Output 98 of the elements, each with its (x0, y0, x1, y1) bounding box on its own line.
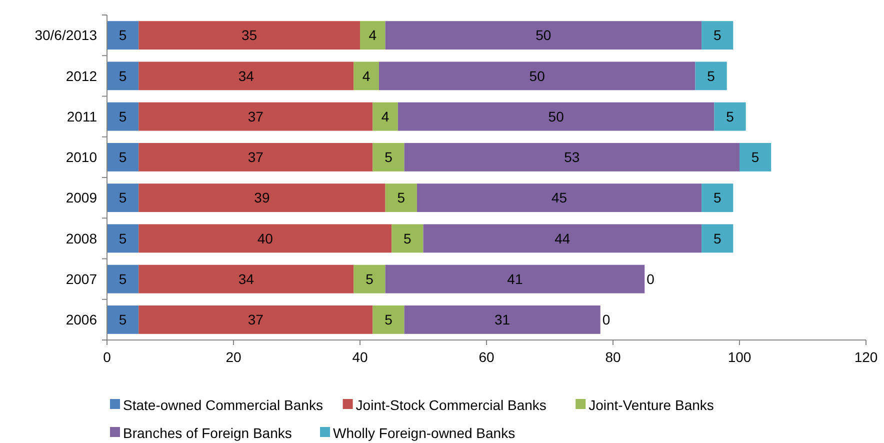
bar (398, 102, 714, 131)
bar (138, 102, 373, 131)
bar (372, 305, 404, 334)
bar (372, 142, 404, 172)
data-label: 50 (548, 108, 564, 124)
data-label: 39 (254, 190, 270, 206)
bar (107, 305, 139, 334)
bar (138, 184, 386, 212)
x-tick-label: 120 (854, 349, 878, 365)
bar (702, 224, 734, 253)
bar (372, 102, 398, 131)
x-tick-label: 100 (728, 349, 752, 365)
data-label: 40 (257, 230, 274, 246)
data-label: 37 (248, 312, 264, 328)
data-label: 5 (384, 312, 393, 328)
y-tick-label: 2006 (66, 312, 98, 328)
y-tick-label: 2008 (66, 230, 98, 246)
bar (385, 21, 702, 50)
bar (107, 224, 139, 253)
bar (385, 264, 645, 294)
data-label: 5 (713, 230, 722, 246)
data-label: 4 (381, 108, 390, 124)
bar (107, 62, 139, 90)
data-label: 50 (536, 27, 552, 44)
bar (702, 184, 734, 212)
data-label: 5 (118, 108, 127, 124)
data-label: 5 (118, 230, 127, 246)
legend-label: Joint-Stock Commercial Banks (356, 396, 546, 413)
data-label: 5 (118, 68, 127, 84)
y-tick-label: 2010 (66, 149, 98, 166)
bar (107, 184, 139, 212)
y-tick-label: 2009 (66, 190, 98, 206)
legend-label: Wholly Foreign-owned Banks (333, 424, 516, 441)
bar (138, 264, 354, 294)
data-label: 5 (118, 312, 127, 328)
x-tick-label: 40 (352, 349, 368, 365)
data-label: 4 (362, 68, 370, 84)
data-label: 50 (529, 68, 546, 84)
data-label: 35 (242, 27, 258, 44)
data-label: 5 (118, 149, 127, 166)
data-label: 5 (384, 149, 393, 166)
data-label: 41 (507, 270, 523, 287)
bar (107, 21, 139, 50)
bar (107, 264, 139, 294)
bar (702, 21, 734, 50)
bar (740, 142, 772, 172)
bar (695, 62, 727, 90)
x-tick-label: 80 (605, 349, 621, 365)
bar (138, 224, 392, 253)
bar (138, 305, 373, 334)
bar (385, 184, 417, 212)
data-label: 5 (366, 270, 374, 287)
bar (107, 142, 139, 172)
data-label: 37 (248, 108, 264, 124)
y-tick-label: 30/6/2013 (34, 27, 98, 44)
bar (714, 102, 746, 131)
data-label: 4 (368, 27, 377, 44)
bar (392, 224, 424, 253)
data-label: 44 (554, 230, 570, 246)
data-label: 5 (751, 149, 760, 166)
y-tick-label: 2011 (66, 108, 98, 124)
bar (360, 21, 386, 50)
legend-label: State-owned Commercial Banks (123, 396, 323, 413)
x-tick-label: 60 (478, 349, 494, 365)
data-label: 0 (602, 312, 610, 328)
data-label: 5 (118, 27, 127, 44)
data-label: 5 (118, 190, 127, 206)
data-label: 34 (238, 270, 254, 287)
legend-label: Branches of Foreign Banks (123, 424, 292, 441)
x-tick-label: 0 (103, 349, 112, 365)
x-tick-label: 20 (226, 349, 242, 365)
bar (423, 224, 702, 253)
legend-label: Joint-Venture Banks (588, 396, 714, 413)
bar (138, 21, 360, 50)
bar (404, 305, 600, 334)
y-tick-label: 2007 (66, 270, 98, 287)
data-label: 5 (707, 68, 716, 84)
bar (138, 142, 373, 172)
data-label: 34 (238, 68, 254, 84)
data-label: 37 (248, 149, 264, 166)
data-label: 31 (494, 312, 510, 328)
data-label: 5 (404, 230, 412, 246)
bar (404, 142, 740, 172)
data-label: 5 (713, 190, 722, 206)
data-label: 5 (118, 270, 127, 287)
bar (416, 184, 702, 212)
data-label: 0 (646, 270, 655, 287)
data-label: 5 (397, 190, 406, 206)
data-label: 53 (564, 149, 580, 166)
y-tick-label: 2012 (66, 68, 98, 84)
bar (378, 62, 696, 90)
bar (107, 102, 139, 131)
data-label: 5 (713, 27, 722, 44)
bar (354, 62, 379, 90)
data-label: 5 (726, 108, 734, 124)
data-label: 45 (551, 190, 568, 206)
bar (138, 62, 354, 90)
bar (354, 264, 386, 294)
